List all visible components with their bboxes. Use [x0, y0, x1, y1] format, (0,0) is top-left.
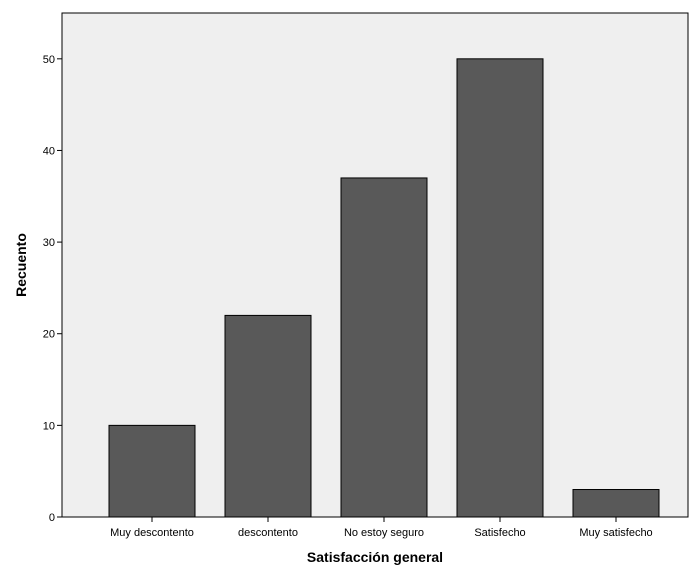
bar-5	[572, 489, 660, 518]
bar-2	[224, 314, 312, 518]
bars-group	[108, 58, 660, 518]
x-tick-label-4: Muy satisfecho	[579, 527, 652, 539]
y-axis-ticks: 0 10 20 30 40 50	[43, 54, 62, 524]
bar-4	[456, 58, 544, 518]
y-tick-label-4: 40	[43, 145, 55, 157]
bar-1	[108, 424, 196, 518]
x-tick-label-2: No estoy seguro	[344, 527, 424, 539]
x-tick-label-0: Muy descontento	[110, 527, 194, 539]
x-tick-label-1: descontento	[238, 527, 298, 539]
y-tick-label-3: 30	[43, 237, 55, 249]
y-axis-title: Recuento	[13, 233, 29, 297]
bar-3	[340, 177, 428, 518]
y-tick-label-5: 50	[43, 54, 55, 66]
y-tick-label-2: 20	[43, 329, 55, 341]
x-axis-title: Satisfacción general	[307, 549, 443, 565]
y-tick-label-1: 10	[43, 420, 55, 432]
x-axis-ticks: Muy descontento descontento No estoy segur…	[110, 517, 653, 539]
x-tick-label-3: Satisfecho	[474, 527, 525, 539]
y-tick-label-0: 0	[49, 512, 55, 524]
